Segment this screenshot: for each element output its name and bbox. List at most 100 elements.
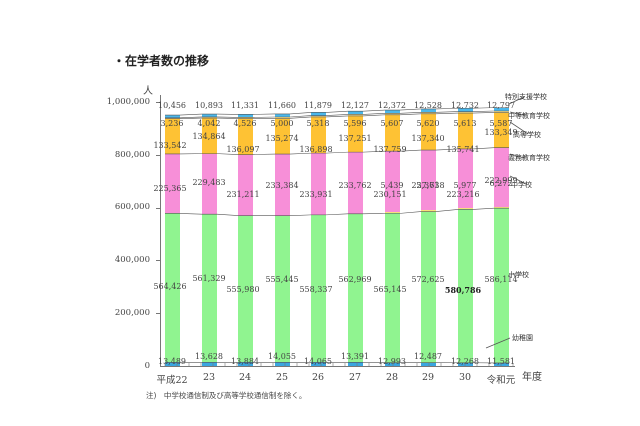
bar-segment-special-needs: [202, 114, 217, 117]
data-label-special-needs: 11,331: [231, 101, 259, 110]
data-label-high-school: 133,542: [153, 141, 187, 150]
bar-segment-special-needs: [238, 114, 253, 118]
bar-segment-special-needs: [494, 107, 509, 111]
data-label-compulsory: 5,977: [453, 181, 477, 190]
x-tick-label: 26: [311, 372, 325, 383]
data-label-high-school: 136,097: [226, 145, 260, 154]
bar-segment-junior-high: [275, 154, 290, 216]
data-label-high-school: 135,741: [446, 145, 480, 154]
y-tick-mark: [156, 208, 160, 209]
bar-segment-secondary: [311, 115, 326, 118]
data-label-elementary: 586,114: [484, 275, 518, 284]
bar-segment-secondary: [348, 114, 363, 116]
y-tick-label: 800,000: [114, 150, 150, 160]
bar-segment-special-needs: [458, 108, 473, 112]
bar-segment-junior-high: [311, 153, 326, 215]
bar-segment-secondary: [421, 112, 436, 114]
bar-segment-high-school: [421, 113, 436, 150]
bar-segment-compulsory: [494, 206, 509, 209]
data-label-kindergarten: 12,268: [451, 357, 479, 366]
bar-segment-secondary: [202, 116, 217, 119]
data-label-secondary: 5,318: [306, 119, 330, 128]
bar-segment-high-school: [458, 113, 473, 149]
bar-segment-secondary: [494, 111, 509, 113]
y-tick-mark: [156, 260, 160, 261]
data-label-secondary: 5,000: [270, 119, 294, 128]
data-label-junior-high: 229,483: [192, 178, 226, 187]
x-tick-label: 令和元: [486, 375, 516, 386]
data-label-junior-high: 233,384: [265, 181, 299, 190]
data-label-elementary: 555,445: [265, 275, 299, 284]
data-label-junior-high: 231,211: [226, 190, 260, 199]
y-tick-label: 600,000: [114, 202, 150, 212]
bar-segment-secondary: [238, 117, 253, 119]
bar-segment-secondary: [458, 111, 473, 114]
data-label-special-needs: 12,797: [487, 101, 515, 110]
bar-segment-kindergarten: [275, 362, 290, 366]
bar-segment-kindergarten: [421, 362, 436, 366]
legend-elementary: 小学校: [508, 271, 529, 279]
data-label-high-school: 137,340: [411, 134, 445, 143]
data-label-secondary: 4,042: [197, 119, 221, 128]
x-tick-label: 24: [238, 372, 252, 383]
bar-segment-junior-high: [458, 148, 473, 208]
bar-segment-junior-high: [165, 153, 180, 214]
data-label-kindergarten: 12,487: [414, 352, 442, 361]
bar-segment-junior-high: [202, 153, 217, 215]
data-label-special-needs: 12,127: [341, 101, 369, 110]
bar-segment-kindergarten: [494, 362, 509, 366]
bar-segment-elementary: [311, 214, 326, 363]
bar-segment-kindergarten: [385, 362, 400, 366]
legend-kindergarten: 幼稚園: [512, 334, 533, 342]
data-label-compulsory: 6,272: [489, 179, 513, 188]
data-label-elementary: 580,786: [444, 285, 482, 295]
data-label-kindergarten: 11,581: [487, 357, 515, 366]
data-label-kindergarten: 13,884: [231, 357, 259, 366]
legend-secondary: 中等教育学校: [508, 112, 550, 120]
x-tick-label: 30: [458, 372, 472, 383]
bar-segment-special-needs: [165, 115, 180, 118]
bar-segment-elementary: [165, 213, 180, 363]
bar-segment-special-needs: [421, 108, 436, 113]
legend-compulsory: 義務教育学校: [508, 154, 550, 162]
data-label-junior-high: 225,365: [153, 184, 187, 193]
bar-segment-kindergarten: [238, 362, 253, 366]
data-label-secondary: 5,613: [453, 119, 477, 128]
data-label-kindergarten: 13,628: [195, 352, 223, 361]
bar-segment-high-school: [311, 116, 326, 154]
bar-segment-high-school: [238, 118, 253, 155]
data-label-special-needs: 11,879: [304, 101, 332, 110]
data-label-special-needs: 11,660: [268, 101, 296, 110]
bar-segment-secondary: [385, 113, 400, 115]
data-label-compulsory: 5,373: [416, 181, 440, 190]
bar-segment-special-needs: [385, 110, 400, 114]
x-axis-line: [160, 366, 515, 367]
bar-segment-compulsory: [421, 210, 436, 212]
data-label-high-school: 134,864: [192, 132, 226, 141]
bar-segment-elementary: [494, 208, 509, 363]
y-tick-label: 400,000: [114, 255, 150, 265]
data-label-junior-high: 230,151: [373, 190, 407, 199]
bar-segment-elementary: [421, 211, 436, 363]
data-label-high-school: 133,349: [484, 128, 518, 137]
y-tick-mark: [156, 102, 160, 103]
bar-segment-kindergarten: [348, 362, 363, 366]
bar-segment-elementary: [275, 215, 290, 363]
y-tick-label: 1,000,000: [106, 97, 150, 107]
bar-segment-high-school: [385, 114, 400, 152]
bar-segment-compulsory: [458, 207, 473, 210]
x-axis-unit: 年度: [522, 372, 542, 383]
data-label-secondary: 3,236: [160, 119, 184, 128]
y-tick-mark: [156, 155, 160, 156]
legend-high-school: 高等学校: [513, 131, 541, 139]
data-label-special-needs: 10,456: [158, 101, 186, 110]
data-label-secondary: 5,596: [343, 119, 367, 128]
footnote: 注) 中学校通信制及び高等学校通信制を除く。: [146, 391, 307, 400]
data-label-junior-high: 223,216: [446, 190, 480, 199]
data-label-secondary: 5,620: [416, 119, 440, 128]
data-label-special-needs: 12,528: [414, 101, 442, 110]
bar-segment-high-school: [348, 115, 363, 153]
data-label-elementary: 555,980: [226, 285, 260, 294]
y-axis-unit: 人: [143, 86, 153, 97]
